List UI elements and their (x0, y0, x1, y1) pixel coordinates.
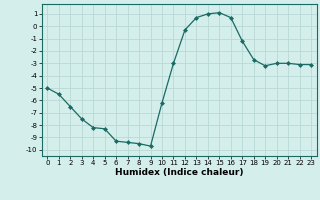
X-axis label: Humidex (Indice chaleur): Humidex (Indice chaleur) (115, 168, 244, 177)
